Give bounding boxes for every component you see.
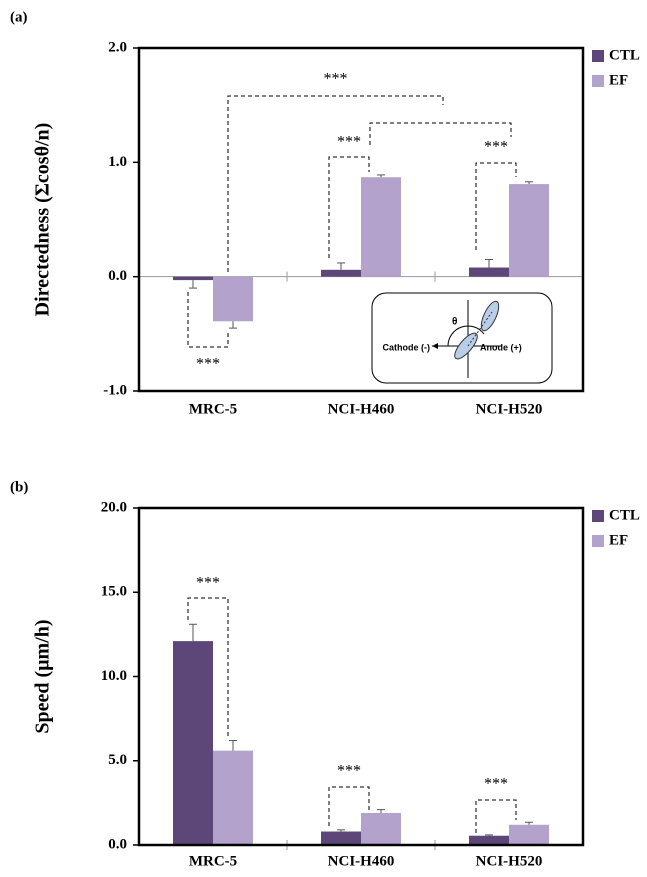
error-bar [229,321,237,328]
error-bar [377,175,385,177]
y-tick-label: 20.0 [101,499,127,515]
error-bar [377,810,385,813]
significance-label: *** [196,575,220,592]
x-tick-label: MRC-5 [189,853,237,869]
y-tick-label: 1.0 [108,154,127,170]
bar [213,751,253,845]
y-axis-label: Speed (μm/h) [32,619,54,733]
bar [361,813,401,845]
significance-bracket [228,96,443,272]
inset-left-label: Cathode (-) [383,342,431,352]
significance-label: *** [484,776,508,793]
x-tick-label: NCI-H520 [476,401,543,417]
x-tick-label: NCI-H460 [328,401,395,417]
x-tick-label: NCI-H520 [476,853,543,869]
error-bar [229,741,237,751]
y-axis-label: Directedness (Σcosθ/n) [32,123,54,317]
bar [173,277,213,280]
bar [361,177,401,276]
panel-label: (a) [10,9,28,25]
legend-swatch [592,50,604,62]
bar [213,277,253,322]
panel-label: (b) [10,479,28,495]
legend-swatch [592,510,604,522]
bar [469,268,509,277]
y-tick-label: 5.0 [108,752,127,768]
bar [509,184,549,277]
legend-label: EF [609,532,628,548]
y-tick-label: 0.0 [108,268,127,284]
error-bar [525,182,533,184]
legend-label: CTL [609,47,640,63]
inset-angle-label: θ [452,317,457,328]
x-tick-label: NCI-H460 [328,853,395,869]
y-tick-label: -1.0 [103,382,127,398]
significance-label: *** [196,356,220,373]
significance-label: *** [337,763,361,780]
bar [469,836,509,845]
bar [509,825,549,845]
error-bar [337,263,345,270]
inset-frame [372,293,552,383]
y-tick-label: 10.0 [101,668,127,684]
legend-swatch [592,535,604,547]
error-bar [189,624,197,641]
y-tick-label: 0.0 [108,836,127,852]
y-tick-label: 15.0 [101,584,127,600]
error-bar [337,830,345,832]
x-tick-label: MRC-5 [189,401,237,417]
error-bar [485,835,493,836]
page: {"chart_data": [ {"type": "bar", "panel_… [0,0,647,877]
significance-label: *** [484,139,508,156]
bar [321,270,361,277]
significance-label: *** [337,134,361,151]
bar [321,832,361,845]
error-bar [525,822,533,825]
legend-label: EF [609,72,628,88]
error-bar [189,280,197,288]
legend-swatch [592,75,604,87]
y-tick-label: 2.0 [108,39,127,55]
error-bar [485,260,493,268]
significance-label: *** [324,71,348,88]
legend-label: CTL [609,507,640,523]
bar [173,641,213,845]
inset: θ Cathode (-) Anode (+) [372,293,552,383]
inset-right-label: Anode (+) [480,342,522,352]
figure: (a) Directedness (Σcosθ/n) -1.0 0.0 1.0 2.0 MR… [0,0,647,877]
